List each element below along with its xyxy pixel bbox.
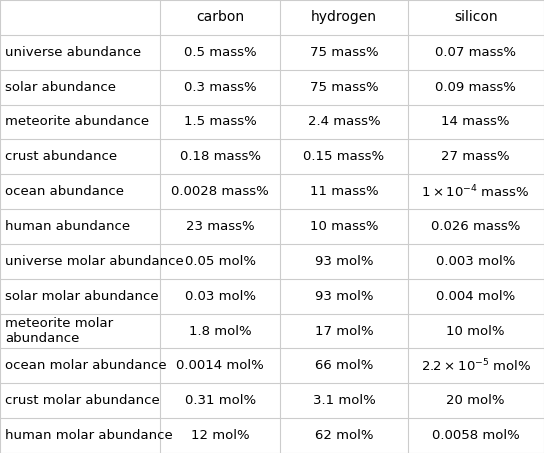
Text: 17 mol%: 17 mol% (314, 324, 373, 337)
Text: 0.026 mass%: 0.026 mass% (431, 220, 520, 233)
Text: 12 mol%: 12 mol% (191, 429, 250, 442)
Text: 75 mass%: 75 mass% (310, 81, 378, 94)
Text: 1.5 mass%: 1.5 mass% (184, 116, 257, 129)
Text: crust molar abundance: crust molar abundance (5, 394, 160, 407)
Text: 0.07 mass%: 0.07 mass% (435, 46, 517, 59)
Text: universe abundance: universe abundance (5, 46, 141, 59)
Text: human abundance: human abundance (5, 220, 130, 233)
Text: silicon: silicon (454, 10, 497, 24)
Text: $1\times10^{-4}$ mass%: $1\times10^{-4}$ mass% (422, 183, 530, 200)
Text: 14 mass%: 14 mass% (442, 116, 510, 129)
Text: universe molar abundance: universe molar abundance (5, 255, 184, 268)
Text: human molar abundance: human molar abundance (5, 429, 173, 442)
Text: 0.05 mol%: 0.05 mol% (185, 255, 256, 268)
Text: 27 mass%: 27 mass% (441, 150, 510, 164)
Text: 0.004 mol%: 0.004 mol% (436, 289, 515, 303)
Text: 0.0058 mol%: 0.0058 mol% (432, 429, 520, 442)
Text: 1.8 mol%: 1.8 mol% (189, 324, 252, 337)
Text: carbon: carbon (196, 10, 244, 24)
Text: crust abundance: crust abundance (5, 150, 117, 164)
Text: 66 mol%: 66 mol% (314, 359, 373, 372)
Text: 0.09 mass%: 0.09 mass% (435, 81, 516, 94)
Text: 0.3 mass%: 0.3 mass% (184, 81, 257, 94)
Text: hydrogen: hydrogen (311, 10, 377, 24)
Text: ocean molar abundance: ocean molar abundance (5, 359, 167, 372)
Text: 0.03 mol%: 0.03 mol% (185, 289, 256, 303)
Text: 75 mass%: 75 mass% (310, 46, 378, 59)
Text: 10 mol%: 10 mol% (447, 324, 505, 337)
Text: 2.4 mass%: 2.4 mass% (307, 116, 380, 129)
Text: 93 mol%: 93 mol% (314, 255, 373, 268)
Text: 0.15 mass%: 0.15 mass% (304, 150, 384, 164)
Text: $2.2\times10^{-5}$ mol%: $2.2\times10^{-5}$ mol% (420, 357, 531, 374)
Text: 93 mol%: 93 mol% (314, 289, 373, 303)
Text: 0.5 mass%: 0.5 mass% (184, 46, 257, 59)
Text: 11 mass%: 11 mass% (310, 185, 378, 198)
Text: 62 mol%: 62 mol% (314, 429, 373, 442)
Text: 20 mol%: 20 mol% (447, 394, 505, 407)
Text: solar abundance: solar abundance (5, 81, 116, 94)
Text: 0.0028 mass%: 0.0028 mass% (171, 185, 269, 198)
Text: 0.31 mol%: 0.31 mol% (185, 394, 256, 407)
Text: 23 mass%: 23 mass% (186, 220, 254, 233)
Text: 0.18 mass%: 0.18 mass% (180, 150, 260, 164)
Text: ocean abundance: ocean abundance (5, 185, 124, 198)
Text: 0.003 mol%: 0.003 mol% (436, 255, 515, 268)
Text: 3.1 mol%: 3.1 mol% (312, 394, 375, 407)
Text: meteorite molar
abundance: meteorite molar abundance (5, 317, 114, 345)
Text: meteorite abundance: meteorite abundance (5, 116, 150, 129)
Text: solar molar abundance: solar molar abundance (5, 289, 159, 303)
Text: 10 mass%: 10 mass% (310, 220, 378, 233)
Text: 0.0014 mol%: 0.0014 mol% (176, 359, 264, 372)
